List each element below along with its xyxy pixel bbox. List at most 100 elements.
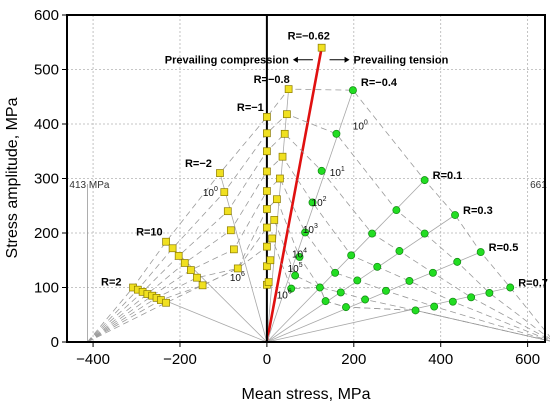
circle-data-point — [373, 262, 382, 271]
square-data-point — [263, 129, 271, 138]
iso-life-lines — [87, 88, 550, 343]
circle-data-point — [317, 166, 326, 175]
circle-data-point — [336, 288, 345, 297]
circle-data-point — [348, 86, 357, 95]
circle-data-point — [332, 129, 341, 138]
circle-data-point — [453, 257, 462, 266]
square-data-point — [263, 113, 271, 121]
stress-ratio-label: R=−1 — [237, 102, 264, 114]
ratio-line — [266, 251, 481, 343]
square-data-point — [268, 234, 276, 243]
square-data-point — [223, 207, 232, 216]
circle-data-point — [301, 228, 310, 237]
circle-data-point — [353, 276, 362, 285]
cycle-count-label: 106 — [277, 288, 292, 301]
iso-life-line — [87, 88, 550, 343]
square-data-point — [168, 244, 177, 253]
square-data-point — [216, 169, 224, 177]
stress-ratio-label: R=−0.8 — [254, 74, 290, 86]
ratio-line — [165, 241, 268, 343]
square-data-point — [226, 226, 235, 235]
prevailing-tension-label: Prevailing tension — [354, 55, 449, 67]
stress-ratio-label: R=10 — [136, 227, 163, 239]
cycle-count-label: 100 — [203, 186, 218, 199]
square-data-point — [263, 205, 271, 213]
square-data-point — [283, 110, 291, 119]
ratio-labels: R=2 R=10 R=−2 R=−1 R=−0.8 R=−0.62 R=−0.4 R=0.1 R… — [101, 31, 548, 290]
square-data-point — [270, 216, 279, 224]
iso-life-line — [87, 156, 550, 343]
circle-data-point — [342, 303, 350, 312]
x-tick-label: 200 — [341, 351, 366, 368]
stress-ratio-label: R=0.7 — [518, 278, 548, 290]
circle-data-point — [395, 247, 404, 255]
square-data-point — [230, 245, 238, 254]
square-data-point — [198, 281, 207, 290]
x-tick-label: −400 — [76, 351, 110, 368]
stress-ratio-label: R=2 — [101, 277, 122, 289]
cycle-count-label: 101 — [330, 166, 345, 179]
square-data-point — [180, 259, 189, 267]
cycle-count-label: 104 — [292, 248, 307, 261]
y-tick-label: 400 — [34, 116, 59, 133]
boundary-lines — [87, 183, 88, 342]
stress-ratio-label: R=−2 — [185, 158, 212, 170]
cycle-count-label: 103 — [303, 223, 318, 236]
circle-data-point — [451, 211, 459, 219]
circle-data-point — [420, 229, 429, 238]
stress-ratio-label: R=0.3 — [463, 205, 493, 217]
square-data-point — [284, 85, 293, 93]
circle-data-point — [382, 286, 390, 295]
data-markers — [129, 43, 515, 315]
iso-life-line — [87, 198, 550, 343]
circle-data-point — [448, 297, 457, 306]
y-tick-label: 300 — [34, 171, 59, 188]
circle-data-point — [315, 283, 324, 292]
cycle-count-label: 102 — [312, 196, 327, 209]
cycle-count-label: 100 — [353, 119, 368, 132]
y-tick-label: 500 — [34, 62, 59, 79]
square-data-point — [276, 174, 284, 183]
compression-arrowhead — [292, 56, 298, 63]
stress-ratio-label: R=0.1 — [433, 170, 463, 182]
cycle-count-label: 105 — [288, 262, 303, 275]
compressive-strength-label: 413 MPa — [69, 180, 109, 191]
square-data-point — [263, 187, 271, 195]
square-data-point — [162, 298, 170, 307]
square-data-point — [162, 237, 170, 246]
annotations: Prevailing compression Prevailing tensio… — [69, 55, 550, 191]
circle-data-point — [331, 268, 340, 277]
circle-data-point — [428, 268, 437, 277]
tensile-strength-label: 661 MPa — [530, 180, 550, 191]
circle-data-point — [321, 297, 330, 306]
square-data-point — [263, 242, 271, 251]
circle-data-point — [347, 251, 356, 260]
circle-data-point — [308, 198, 317, 207]
prevailing-compression-label: Prevailing compression — [165, 55, 289, 67]
circle-data-point — [467, 293, 476, 302]
y-tick-label: 200 — [34, 225, 59, 242]
square-data-point — [264, 278, 273, 286]
circle-data-point — [361, 295, 370, 304]
circle-data-point — [291, 271, 300, 280]
tension-arrowhead — [344, 56, 350, 63]
stress-ratio-label: R=0.5 — [489, 242, 519, 254]
square-data-point — [186, 266, 195, 274]
circle-data-point — [295, 253, 304, 261]
square-data-point — [263, 167, 271, 176]
square-data-point — [263, 223, 271, 232]
stress-ratio-label: R=−0.4 — [361, 77, 398, 89]
circle-data-point — [411, 306, 420, 315]
square-data-point — [280, 129, 289, 138]
circle-data-point — [506, 283, 515, 292]
square-data-point — [278, 152, 287, 161]
circle-data-point — [430, 302, 439, 311]
x-tick-label: 400 — [428, 351, 453, 368]
axis-ticks: −400 −200 0 200 400 600 0 100 200 300 400 500 600 — [34, 7, 540, 368]
square-data-point — [317, 43, 326, 52]
stress-ratio-label: R=−0.62 — [288, 31, 330, 43]
circle-data-point — [485, 289, 494, 297]
square-data-point — [263, 147, 271, 156]
y-tick-label: 100 — [34, 280, 59, 297]
